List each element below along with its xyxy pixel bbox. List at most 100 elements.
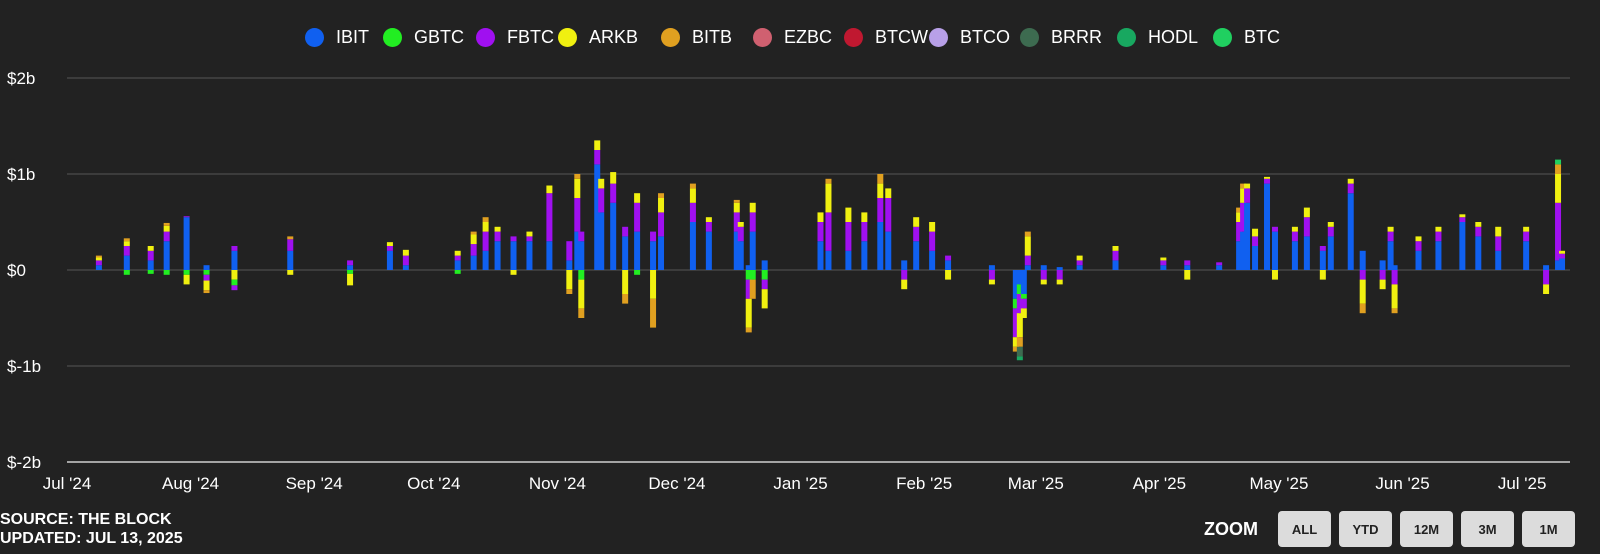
bar-segment-arkb [737, 222, 744, 227]
chart-legend: IBIT GBTC FBTC ARKB BITB EZBC BTCW BTCO BRRR HODL… [0, 22, 1600, 52]
bar-segment-ibit [761, 260, 768, 270]
bar-segment-ibit [526, 241, 533, 270]
bar-segment-ibit [1252, 246, 1259, 270]
source-label: SOURCE: THE BLOCK [0, 511, 172, 528]
legend-dot-icon [383, 27, 402, 47]
zoom-button-3m[interactable]: 3M [1461, 511, 1514, 547]
bar-segment-fbtc [1112, 250, 1119, 261]
legend-item-gbtc[interactable]: GBTC [383, 22, 464, 52]
x-tick-label: May '25 [1249, 474, 1308, 493]
bar-segment-fbtc [1240, 202, 1247, 232]
bar-segment-arkb [817, 212, 824, 222]
bar-segment-ibit [1359, 250, 1366, 270]
y-axis-ticks: $2b $1b $0 $-1b $-2b [7, 69, 41, 472]
legend-item-bitb[interactable]: BITB [661, 22, 732, 52]
bar-segment-ibit [745, 265, 752, 270]
bar-segment-bitb [622, 294, 629, 304]
zoom-button-all[interactable]: ALL [1278, 511, 1331, 547]
bar-segment-arkb [825, 183, 832, 213]
legend-item-fbtc[interactable]: FBTC [476, 22, 554, 52]
bar-segment-ibit [658, 236, 665, 270]
legend-label: EZBC [784, 26, 833, 47]
bar-segment-ibit [929, 250, 936, 270]
bar-segment-arkb [622, 270, 629, 294]
zoom-button-1m[interactable]: 1M [1522, 511, 1575, 547]
bar-segment-ibit [578, 241, 585, 270]
legend-item-ezbc[interactable]: EZBC [753, 22, 832, 52]
bar-segment-fbtc [163, 231, 170, 242]
bar-segment-bitb [745, 327, 752, 333]
bar-series [95, 140, 1566, 361]
bar-segment-fbtc [494, 231, 501, 242]
bar-segment-fbtc [1184, 260, 1191, 266]
bar-segment-fbtc [402, 255, 409, 266]
bar-segment-arkb [482, 222, 489, 232]
x-tick-label: Apr '25 [1133, 474, 1186, 493]
bar-segment-fbtc [1024, 255, 1031, 266]
bar-segment-arkb [1303, 207, 1310, 218]
bar-segment-ibit [1379, 260, 1386, 270]
bar-segment-arkb [203, 280, 210, 291]
y-tick-label: $-1b [7, 357, 41, 376]
bar-segment-arkb [1012, 337, 1019, 347]
bar-segment-fbtc [386, 246, 393, 251]
legend-label: BRRR [1051, 26, 1103, 47]
bar-segment-arkb [578, 279, 585, 309]
legend-item-brrr[interactable]: BRRR [1020, 22, 1102, 52]
legend-item-ibit[interactable]: IBIT [305, 22, 369, 52]
legend-item-arkb[interactable]: ARKB [558, 22, 638, 52]
bar-segment-ibit [945, 260, 952, 270]
bar-segment-fbtc [1475, 226, 1482, 237]
legend-item-btcw[interactable]: BTCW [844, 22, 928, 52]
bar-segment-arkb [1555, 174, 1562, 203]
zoom-button-12m[interactable]: 12M [1400, 511, 1453, 547]
bar-segment-ibit [885, 231, 892, 270]
bar-segment-arkb [1040, 279, 1047, 285]
bar-segment-ibit [546, 241, 553, 270]
bar-segment-arkb [402, 249, 409, 256]
bar-segment-gbtc [147, 270, 154, 274]
bar-segment-fbtc [1236, 222, 1243, 242]
bar-segment-gbtc [1016, 284, 1023, 294]
bar-segment-ibit [1240, 231, 1247, 270]
bar-segment-arkb [1016, 313, 1023, 338]
x-axis-ticks: Jul '24 Aug '24 Sep '24 Oct '24 Nov '24 Dec '… [43, 474, 1547, 493]
source-note: SOURCE: THE BLOCK UPDATED: JUL 13, 2025 [0, 510, 183, 548]
bar-segment-bitb [650, 298, 657, 328]
bar-segment-arkb [885, 188, 892, 198]
bar-segment-ibit [347, 265, 354, 270]
y-tick-label: $0 [7, 261, 26, 280]
bar-segment-fbtc [634, 202, 641, 232]
bar-segment-bitb [1391, 308, 1398, 314]
bar-segment-ibit [1523, 241, 1530, 270]
bar-segment-fbtc [1555, 202, 1562, 261]
bar-segment-gbtc [203, 270, 210, 275]
legend-item-btco[interactable]: BTCO [929, 22, 1010, 52]
legend-dot-icon [476, 27, 495, 47]
bar-segment-fbtc [1271, 226, 1278, 232]
legend-item-hodl[interactable]: HODL [1117, 22, 1198, 52]
bar-segment-bitb [877, 174, 884, 184]
bar-segment-bitb [470, 231, 477, 235]
bar-segment-fbtc [945, 255, 952, 261]
bar-segment-arkb [470, 234, 477, 245]
bar-segment-ibit [1475, 236, 1482, 270]
legend-item-btc[interactable]: BTC [1213, 22, 1280, 52]
bar-segment-arkb [1347, 178, 1354, 184]
bar-segment-fbtc [1459, 217, 1466, 222]
zoom-controls: ZOOM ALL YTD 12M 3M 1M [1204, 510, 1575, 548]
bar-segment-arkb [510, 270, 517, 275]
bar-segment-gbtc [749, 270, 756, 280]
bar-segment-fbtc [901, 270, 908, 280]
bar-segment-arkb [574, 178, 581, 198]
legend-dot-icon [844, 27, 863, 47]
bar-segment-fbtc [574, 198, 581, 232]
x-tick-label: Aug '24 [162, 474, 219, 493]
bar-segment-ibit [1244, 202, 1251, 270]
x-tick-label: Jan '25 [773, 474, 827, 493]
bar-segment-ibit [1056, 267, 1063, 270]
bar-segment-ibit [1020, 270, 1027, 294]
bar-segment-ibit [1236, 241, 1243, 270]
zoom-button-ytd[interactable]: YTD [1339, 511, 1392, 547]
bar-segment-fbtc [817, 222, 824, 242]
